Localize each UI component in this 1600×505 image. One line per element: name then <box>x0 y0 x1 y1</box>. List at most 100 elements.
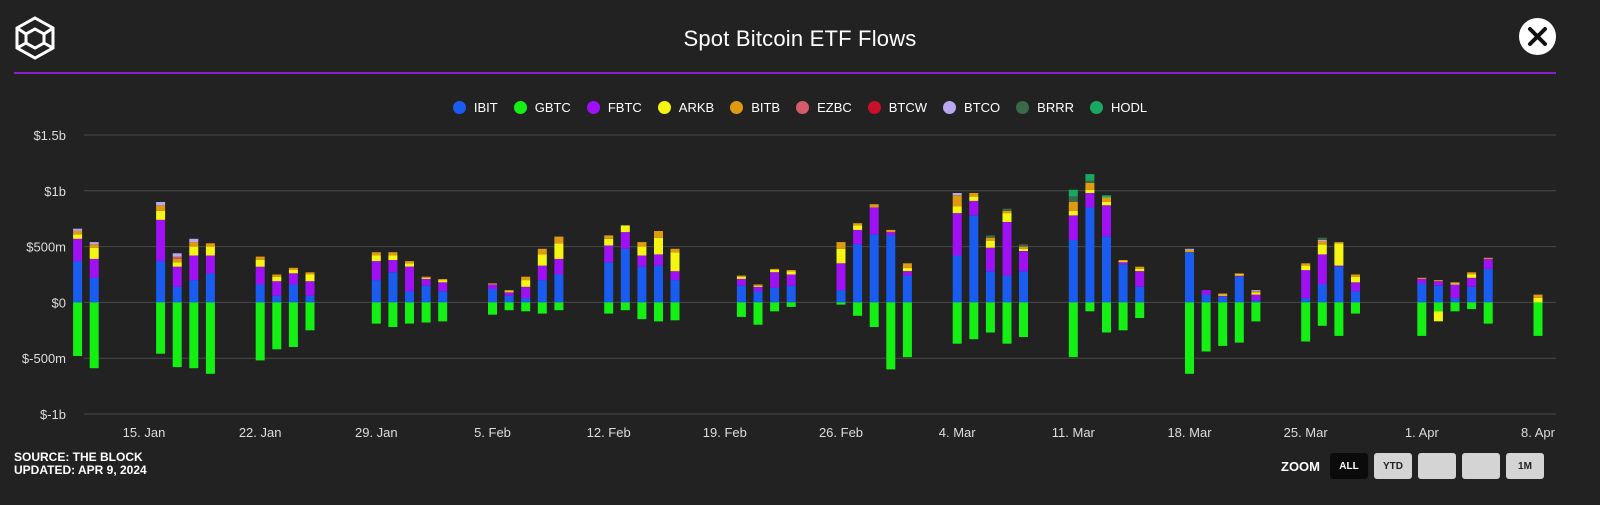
bar-gbtc <box>1019 302 1028 337</box>
bar-bitb <box>1433 280 1443 282</box>
bar-fbtc <box>537 265 547 281</box>
legend-item-hodl[interactable]: HODL <box>1090 100 1147 115</box>
bar-bitb <box>1334 242 1344 244</box>
zoom-button-4[interactable] <box>1462 453 1500 479</box>
bar-ibit <box>1135 286 1145 303</box>
legend-item-gbtc[interactable]: GBTC <box>513 100 571 115</box>
x-tick-label: 29. Jan <box>355 425 398 440</box>
bar-fbtc <box>288 273 298 285</box>
bar-bitb <box>288 267 298 270</box>
bar-ibit <box>554 274 564 303</box>
bar-bitb <box>952 195 962 207</box>
bar-bitb <box>438 279 448 281</box>
legend-label: BITB <box>751 99 781 115</box>
bar-ibit <box>1002 275 1012 303</box>
bar-arkb <box>1234 274 1244 276</box>
bar-bitb <box>1068 202 1078 211</box>
updated-text: UPDATED: APR 9, 2024 <box>14 463 147 477</box>
bar-bitb <box>637 242 647 247</box>
bar-gbtc <box>1334 302 1344 336</box>
bar-ibit <box>156 261 166 303</box>
bar-gbtc <box>886 302 896 370</box>
bar-bitb <box>488 283 497 285</box>
bar-arkb <box>1317 244 1327 255</box>
bar-brrr <box>985 235 995 238</box>
x-tick-label: 12. Feb <box>587 425 631 440</box>
bar-bitb <box>985 237 995 241</box>
close-button[interactable] <box>1519 18 1556 55</box>
bar-bitb <box>172 258 182 263</box>
bar-gbtc <box>1433 302 1443 312</box>
bar-btco <box>952 193 962 196</box>
bar-btco <box>1251 290 1261 292</box>
bar-fbtc <box>902 271 912 276</box>
bar-gbtc <box>272 302 282 350</box>
bar-gbtc <box>1467 302 1477 310</box>
bar-gbtc <box>1218 302 1228 346</box>
bar-fbtc <box>521 286 531 298</box>
bar-fbtc <box>1068 215 1078 240</box>
legend-item-arkb[interactable]: ARKB <box>657 100 714 115</box>
bar-fbtc <box>753 286 763 292</box>
bar-gbtc <box>288 302 298 347</box>
bar-ibit <box>189 280 199 303</box>
zoom-1m-button[interactable]: 1M <box>1506 453 1544 479</box>
bar-arkb <box>371 255 381 262</box>
zoom-button-3[interactable] <box>1418 453 1456 479</box>
bar-gbtc <box>902 302 912 358</box>
legend-item-brrr[interactable]: BRRR <box>1016 100 1074 115</box>
bar-gbtc <box>1185 302 1194 374</box>
bar-bitb <box>388 252 398 256</box>
bar-arkb <box>1102 202 1111 206</box>
legend-item-ibit[interactable]: IBIT <box>452 100 498 115</box>
zoom-all-button[interactable]: ALL <box>1330 453 1368 479</box>
bar-ibit <box>1218 296 1228 303</box>
x-tick-label: 8. Apr <box>1521 425 1556 440</box>
bar-ezbc <box>172 256 182 259</box>
bar-gbtc <box>869 302 879 327</box>
legend-item-btco[interactable]: BTCO <box>943 100 1000 115</box>
bar-gbtc <box>753 302 763 325</box>
bar-arkb <box>554 243 564 259</box>
bar-gbtc <box>554 302 564 311</box>
bar-gbtc <box>836 302 846 305</box>
legend-item-bitb[interactable]: BITB <box>730 100 780 115</box>
bar-fbtc <box>272 281 282 296</box>
bar-arkb <box>504 291 514 293</box>
bar-bitb <box>753 284 763 286</box>
bar-arkb <box>1085 189 1095 193</box>
bar-fbtc <box>1334 265 1344 267</box>
bar-gbtc <box>1002 302 1012 344</box>
bar-arkb <box>189 246 199 256</box>
bar-arkb <box>1450 283 1460 285</box>
zoom-controls: ZOOM ALL YTD 1M <box>1281 452 1550 480</box>
legend-item-fbtc[interactable]: FBTC <box>586 99 642 115</box>
legend-label: FBTC <box>607 99 642 115</box>
legend-swatch <box>1016 100 1030 114</box>
bar-bitb <box>1135 266 1145 269</box>
bar-arkb <box>1135 268 1145 272</box>
legend-item-btcw[interactable]: BTCW <box>867 100 927 115</box>
legend-item-ezbc[interactable]: EZBC <box>796 100 852 115</box>
bar-gbtc <box>488 302 497 315</box>
bar-gbtc <box>537 302 547 314</box>
bar-ibit <box>654 265 663 303</box>
bar-arkb <box>205 246 215 256</box>
bar-fbtc <box>554 258 564 275</box>
zoom-ytd-button[interactable]: YTD <box>1374 453 1412 479</box>
bar-arkb <box>770 270 780 273</box>
bar-hodl <box>1102 195 1111 198</box>
bar-gbtc <box>969 302 979 340</box>
bar-ibit <box>438 291 448 303</box>
bar-fbtc <box>156 219 166 262</box>
bar-gbtc <box>1135 302 1145 318</box>
bar-bitb <box>886 229 896 233</box>
bar-ibit <box>388 272 398 303</box>
bar-bitb <box>1002 210 1012 214</box>
bar-arkb <box>654 237 663 255</box>
bar-fbtc <box>1201 290 1211 295</box>
bar-fbtc <box>1317 254 1327 285</box>
bar-arkb <box>902 267 912 272</box>
bar-gbtc <box>736 302 746 317</box>
bar-bitb <box>1102 197 1111 202</box>
